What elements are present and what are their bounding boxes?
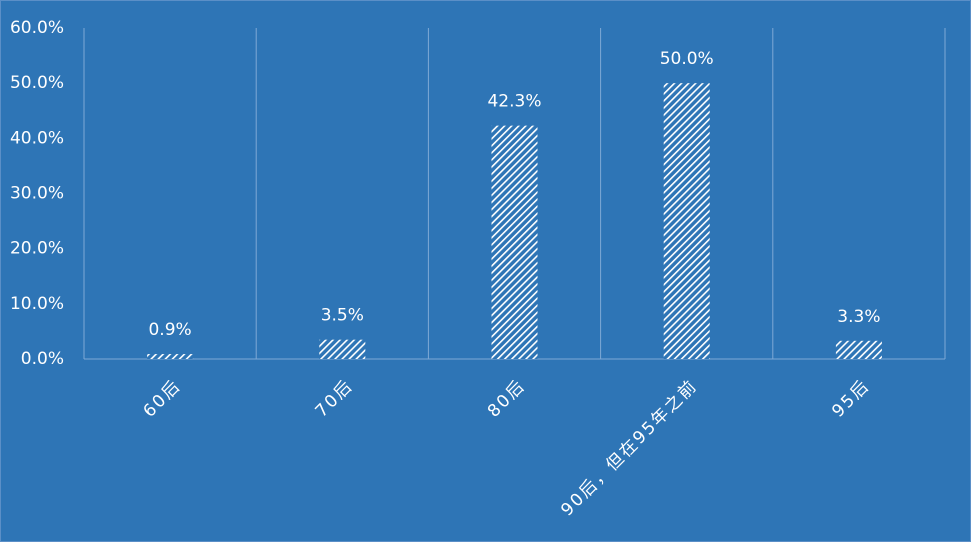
bar [319,339,366,359]
bar [663,83,710,360]
data-label: 50.0% [660,49,714,69]
y-tick-label: 10.0% [10,294,64,314]
data-label: 3.3% [837,307,880,327]
bar [491,125,538,360]
bar [147,354,194,359]
y-tick-label: 50.0% [10,73,64,93]
y-tick-label: 40.0% [10,128,64,148]
y-tick-label: 60.0% [10,18,64,38]
y-tick-label: 30.0% [10,184,64,204]
bar [835,340,882,359]
data-label: 3.5% [321,306,364,326]
data-label: 0.9% [148,320,191,340]
y-tick-label: 0.0% [21,349,64,369]
data-label: 42.3% [487,92,541,112]
y-tick-label: 20.0% [10,239,64,259]
